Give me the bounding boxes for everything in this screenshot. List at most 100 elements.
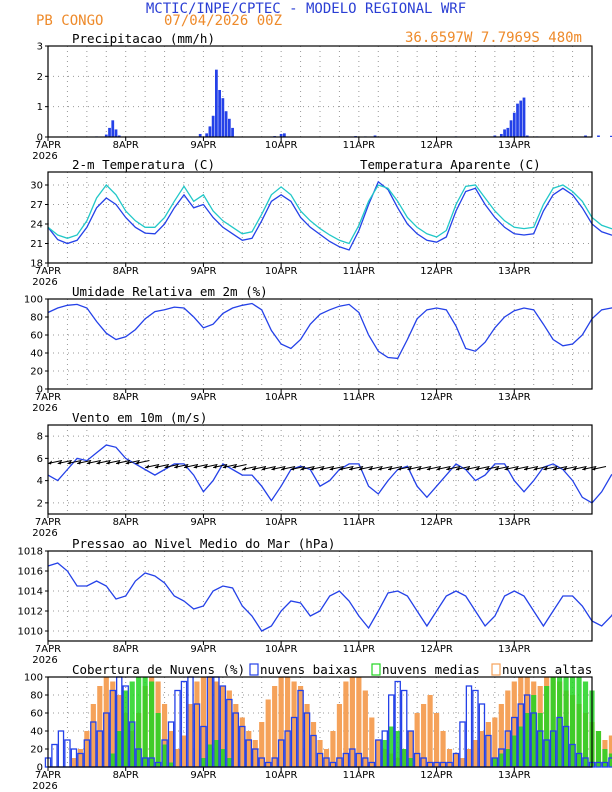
cloud-bar-nuvens-altas [239, 717, 245, 767]
x-tick-label: 13APR [498, 770, 531, 781]
x-tick-label: 11APR [343, 644, 376, 655]
cloud-bar-nuvens-altas [291, 681, 297, 767]
cloud-bar-nuvens-medias [492, 758, 498, 767]
x-tick-label: 11APR [343, 517, 376, 528]
series-line-2 [47, 184, 612, 245]
cloud-bar-nuvens-medias [207, 744, 213, 767]
x-tick-label: 11APR [343, 266, 376, 277]
wind-arrow-head [222, 464, 227, 469]
cloud-bar-nuvens-altas [518, 677, 524, 767]
wind-arrow-head [349, 466, 354, 471]
precip-bar [104, 134, 108, 137]
x-tick-label: 9APR [190, 517, 216, 528]
x-year-label: 2026 [32, 781, 57, 792]
header-coords: 36.6597W 7.7969S 480m [405, 30, 582, 46]
cloud-bar-nuvens-altas [330, 731, 336, 767]
y-tick-label: 80 [30, 691, 43, 702]
cloud-bar-nuvens-altas [421, 704, 427, 767]
x-tick-label: 12APR [420, 266, 453, 277]
precip-bar [198, 133, 202, 137]
panel-5: 1010 1012 1014 1016 1018 7APR 8APR 9APR 10APR 11A… [18, 536, 612, 666]
precip-bar [516, 103, 519, 137]
wind-arrow-head [475, 466, 480, 471]
cloud-bar-nuvens-altas [97, 686, 103, 767]
precip-bar [597, 135, 600, 137]
cloud-bar-nuvens-altas [408, 731, 414, 767]
cloud-bar-nuvens-altas [453, 753, 459, 767]
cloud-bar-nuvens-medias [537, 713, 543, 767]
panel-title: 2-m Temperatura (C) [72, 157, 215, 172]
wind-arrow-head [271, 466, 276, 471]
cloud-bar-nuvens-medias [110, 753, 116, 767]
cloud-bar-nuvens-medias [401, 749, 407, 767]
cloud-bar-nuvens-altas [297, 686, 304, 767]
cloud-bar-nuvens-medias [136, 677, 142, 767]
cloud-bar-nuvens-altas [349, 677, 355, 767]
cloud-bar-nuvens-medias [569, 677, 576, 767]
y-tick-label: 1014 [18, 587, 43, 598]
cloud-bar-nuvens-medias [220, 749, 226, 767]
cloud-bar-nuvens-medias [595, 731, 602, 767]
cloud-bar-nuvens-baixas [608, 757, 612, 768]
panel-frame [47, 676, 593, 768]
x-tick-label: 13APR [498, 392, 531, 403]
panel-title: Pressao ao Nivel Medio do Mar (hPa) [72, 536, 335, 551]
x-year-label: 2026 [32, 403, 57, 414]
series-line-1 [47, 180, 612, 251]
cloud-bar-nuvens-medias [382, 740, 388, 767]
cloud-bar-nuvens-altas [472, 740, 479, 767]
wind-arrow-head [281, 466, 286, 471]
wind-arrow-head [125, 460, 130, 465]
cloud-bar-nuvens-altas [459, 758, 466, 767]
cloud-bar-nuvens-altas [304, 704, 310, 767]
panel-frame [47, 298, 593, 390]
wind-arrow-head [310, 466, 315, 471]
wind-arrow-head [154, 464, 159, 469]
cloud-bar-nuvens-altas [226, 690, 232, 767]
panel-3: 0 20 40 60 80 100 7APR 8APR 9APR 10APR 11APR 12APR 1… [24, 284, 612, 414]
y-tick-label: 4 [37, 476, 43, 487]
x-tick-label: 11APR [343, 770, 376, 781]
cloud-bar-nuvens-altas [265, 699, 271, 767]
x-tick-label: 9APR [190, 392, 216, 403]
cloud-bar-nuvens-altas [369, 717, 375, 767]
precip-bar [522, 97, 526, 137]
y-tick-label: 6 [37, 454, 43, 465]
x-tick-label: 13APR [498, 140, 531, 151]
x-tick-label: 10APR [265, 140, 298, 151]
precip-bar [373, 135, 377, 137]
cloud-bar-nuvens-medias [518, 726, 524, 767]
panel-title: Umidade Relativa em 2m (%) [72, 284, 268, 299]
cloud-bar-nuvens-altas [213, 681, 219, 767]
cloud-bar-nuvens-medias [550, 677, 556, 767]
legend-swatch [249, 663, 259, 676]
wind-arrow-head [543, 466, 548, 471]
legend-swatch [491, 663, 501, 676]
series-line-1 [47, 562, 612, 632]
x-tick-label: 8APR [113, 517, 139, 528]
cloud-bar-nuvens-medias [200, 758, 207, 767]
y-tick-label: 1018 [18, 547, 43, 558]
x-tick-label: 12APR [420, 140, 453, 151]
x-tick-label: 12APR [420, 770, 453, 781]
precip-bar [506, 127, 510, 137]
wind-arrow-head [193, 464, 198, 469]
precip-bar [231, 127, 234, 137]
wind-arrow-head [514, 466, 519, 471]
precip-bar [283, 133, 286, 137]
cloud-bar-nuvens-altas [505, 690, 511, 767]
cloud-bar-nuvens-medias [544, 686, 550, 767]
x-tick-label: 9APR [190, 770, 216, 781]
panel-frame [47, 424, 593, 515]
y-tick-label: 3 [37, 42, 43, 53]
wind-arrow-head [426, 466, 431, 471]
x-tick-label: 13APR [498, 644, 531, 655]
x-tick-label: 7APR [35, 517, 61, 528]
cloud-bar-nuvens-medias [155, 713, 161, 767]
wind-arrow-head [465, 466, 470, 471]
cloud-bar-nuvens-altas [440, 731, 446, 767]
header-station: PB CONGO [36, 13, 103, 29]
cloud-bar-nuvens-altas [71, 758, 77, 767]
panel-6: 0 20 40 60 80 100 7APR 8APR 9APR 10APR 11APR 12APR 1… [24, 662, 612, 792]
wind-arrow-head [456, 466, 460, 471]
